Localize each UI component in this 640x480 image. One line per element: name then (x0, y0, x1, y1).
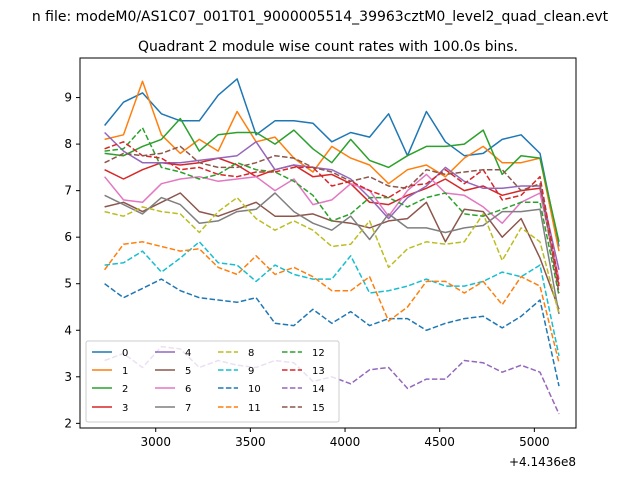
series-line-0 (104, 78, 560, 247)
series-lines (103, 78, 560, 415)
legend-label-3: 3 (122, 403, 128, 414)
legend-label-5: 5 (185, 366, 191, 377)
series-line-4 (104, 131, 560, 270)
series-line-8 (104, 196, 560, 315)
legend-label-10: 10 (248, 384, 261, 395)
x-tick-label: 4500 (424, 435, 455, 449)
series-line-11 (103, 241, 560, 363)
figure-suptitle: n file: modeM0/AS1C07_001T01_9000005514_… (32, 9, 609, 25)
legend-label-1: 1 (122, 366, 128, 377)
series-line-2 (104, 117, 560, 242)
legend-label-7: 7 (185, 403, 191, 414)
x-tick-label: 3000 (140, 435, 171, 449)
series-line-6 (104, 173, 560, 280)
legend-label-8: 8 (248, 348, 254, 359)
y-tick-label: 7 (64, 184, 72, 198)
legend-label-0: 0 (122, 348, 128, 359)
legend-label-11: 11 (248, 403, 261, 414)
x-axis: 3000 3500 4000 4500 5000 (140, 428, 550, 449)
series-line-7 (104, 192, 560, 315)
legend-label-15: 15 (312, 403, 325, 414)
x-axis-offset-label: +4.1436e8 (509, 455, 576, 469)
series-line-3 (104, 157, 560, 287)
y-axis: 2 3 4 5 6 7 8 9 (64, 91, 80, 430)
legend-label-4: 4 (185, 348, 191, 359)
y-tick-label: 3 (64, 370, 72, 384)
axes-frame (79, 57, 577, 429)
legend-label-9: 9 (248, 366, 254, 377)
chart-title: Quadrant 2 module wise count rates with … (138, 39, 518, 55)
series-line-10 (104, 278, 560, 387)
x-tick-label: 4000 (330, 435, 361, 449)
y-tick-label: 6 (64, 230, 72, 244)
legend-label-14: 14 (312, 384, 325, 395)
series-line-15 (104, 145, 560, 294)
y-tick-label: 5 (64, 277, 72, 291)
legend-label-12: 12 (312, 348, 325, 359)
series-line-12 (104, 127, 560, 296)
x-tick-label: 3500 (235, 435, 266, 449)
legend-label-2: 2 (122, 384, 128, 395)
series-line-1 (104, 80, 560, 252)
y-tick-label: 8 (64, 137, 72, 151)
x-tick-label: 5000 (519, 435, 550, 449)
legend-box (85, 340, 340, 423)
legend-label-13: 13 (312, 366, 325, 377)
legend-label-6: 6 (185, 384, 191, 395)
y-tick-label: 2 (64, 416, 72, 430)
y-tick-label: 4 (64, 323, 72, 337)
y-tick-label: 9 (64, 91, 72, 105)
